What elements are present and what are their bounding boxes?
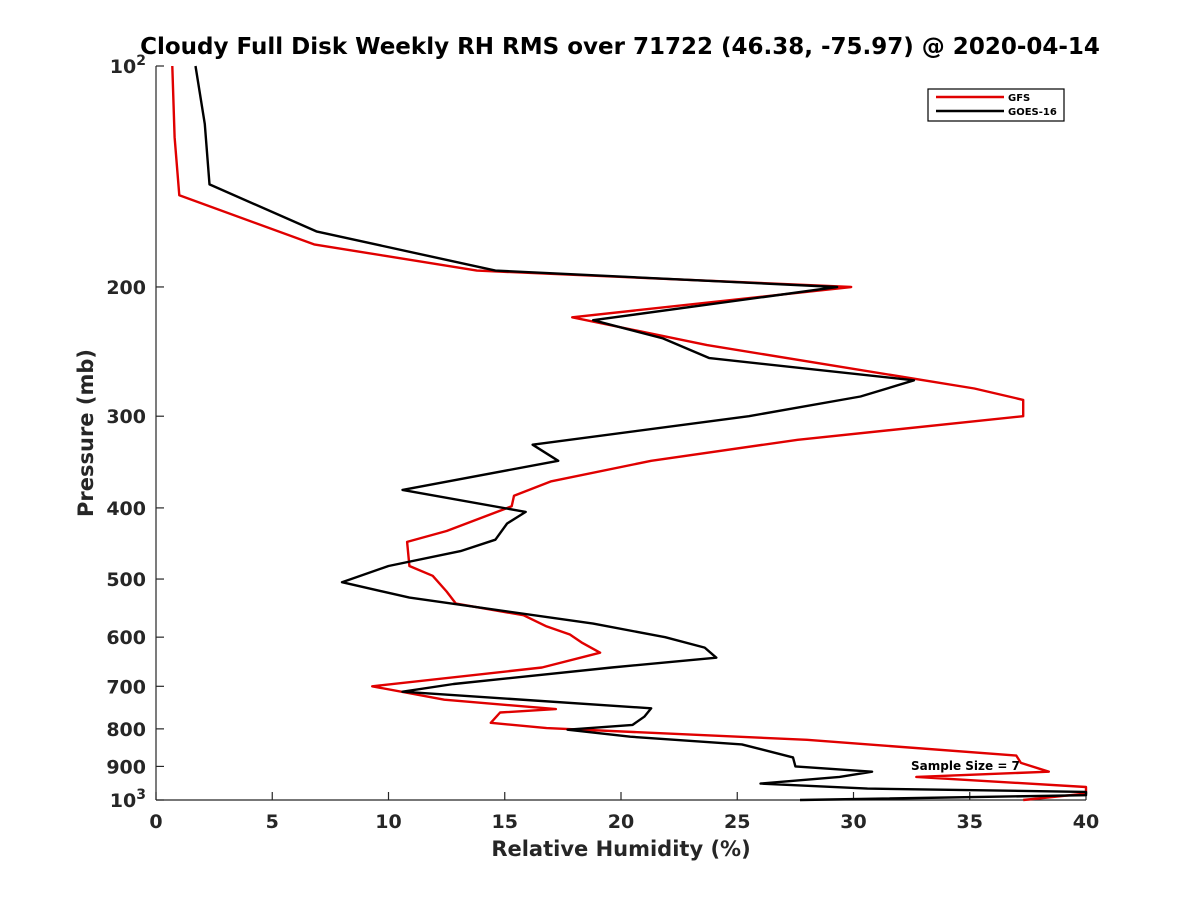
y-axis-label: Pressure (mb) bbox=[74, 349, 98, 517]
x-tick-label: 5 bbox=[266, 811, 279, 833]
y-tick-label: 800 bbox=[106, 719, 146, 741]
y-tick-label: 300 bbox=[106, 406, 146, 428]
legend-label: GOES-16 bbox=[1008, 107, 1057, 118]
y-tick-label: 102 bbox=[110, 53, 146, 78]
y-tick-label: 700 bbox=[106, 676, 146, 698]
legend: GFS GOES-16 bbox=[927, 88, 1065, 122]
x-tick-label: 0 bbox=[149, 811, 162, 833]
y-tick-label: 400 bbox=[106, 498, 146, 520]
legend-box bbox=[927, 88, 1065, 122]
chart-title: Cloudy Full Disk Weekly RH RMS over 7172… bbox=[140, 34, 1100, 60]
y-ticks: 102 200 300 400 500 600 700 800 900 103 bbox=[106, 53, 164, 812]
x-tick-label: 20 bbox=[608, 811, 634, 833]
x-tick-label: 35 bbox=[957, 811, 983, 833]
y-tick-label: 600 bbox=[106, 627, 146, 649]
sample-size-annotation: Sample Size = 7 bbox=[911, 759, 1020, 773]
series-line-gfs bbox=[171, 65, 1088, 802]
y-tick-label: 103 bbox=[110, 787, 146, 812]
series-line-goes-16 bbox=[194, 65, 1088, 802]
x-ticks: 0 5 10 15 20 25 30 35 40 bbox=[149, 792, 1099, 833]
legend-label: GFS bbox=[1008, 93, 1030, 104]
y-tick-label: 200 bbox=[106, 277, 146, 299]
y-tick-label: 900 bbox=[106, 756, 146, 778]
x-tick-label: 40 bbox=[1073, 811, 1099, 833]
x-axis-label: Relative Humidity (%) bbox=[491, 837, 750, 861]
x-tick-label: 30 bbox=[840, 811, 866, 833]
y-tick-label: 500 bbox=[106, 569, 146, 591]
x-tick-label: 10 bbox=[375, 811, 401, 833]
x-tick-label: 15 bbox=[492, 811, 518, 833]
x-tick-label: 25 bbox=[724, 811, 750, 833]
series-lines bbox=[171, 65, 1088, 802]
